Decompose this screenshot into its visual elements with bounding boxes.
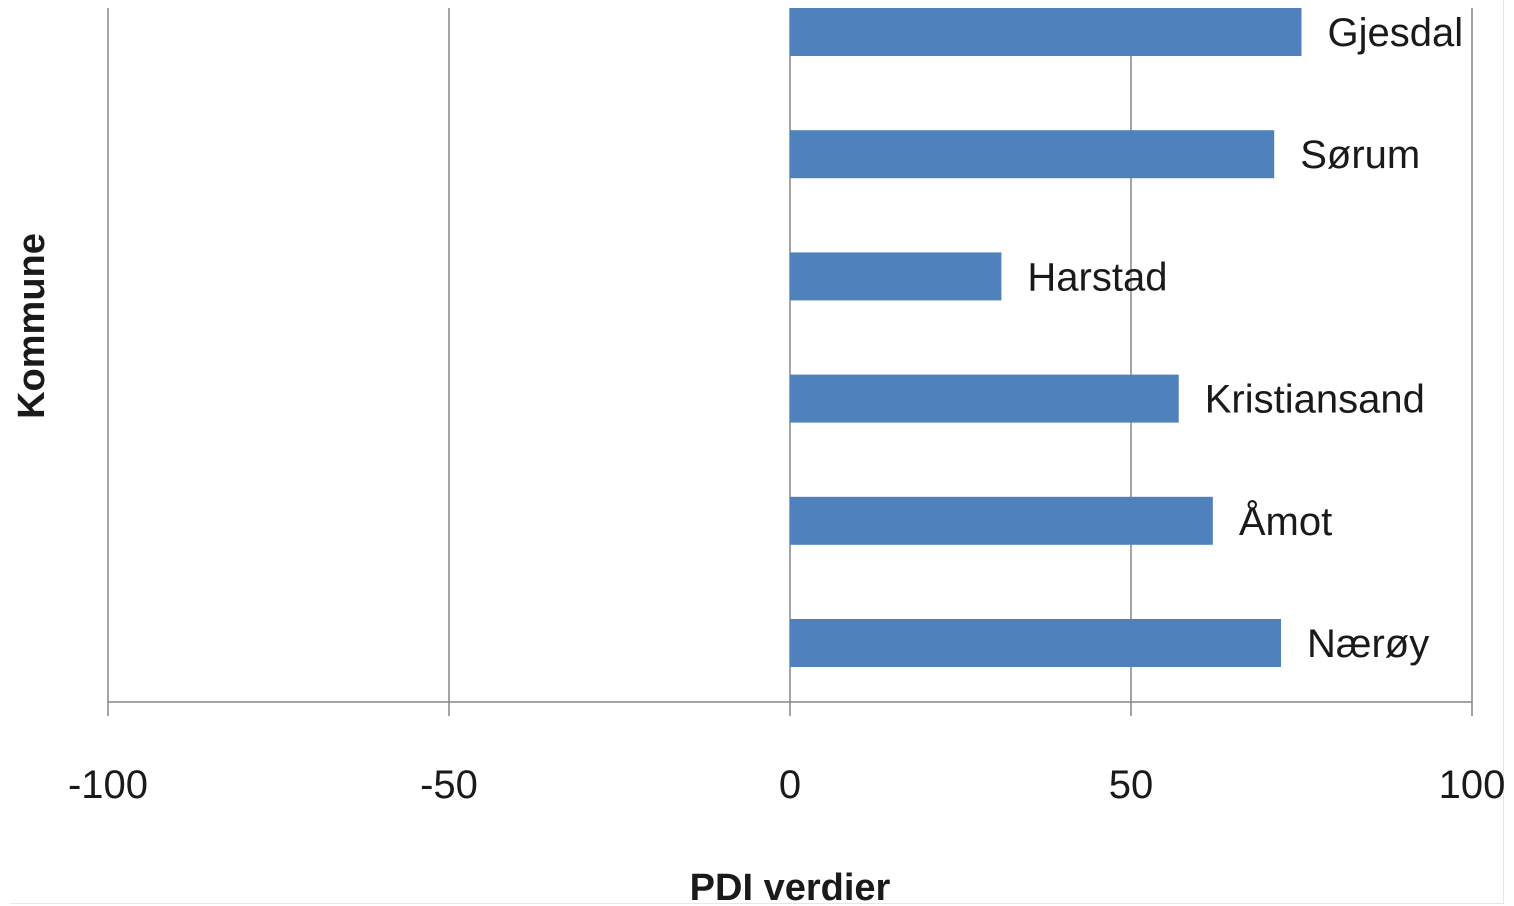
category-label-harstad: Harstad <box>1027 255 1167 299</box>
x-axis-title: PDI verdier <box>690 867 891 906</box>
x-tick-label: 50 <box>1109 763 1154 807</box>
bar-naeroy <box>790 619 1282 667</box>
category-label-amot: Åmot <box>1239 499 1332 544</box>
category-label-sorum: Sørum <box>1300 133 1420 177</box>
bar-kristiansand <box>790 374 1179 423</box>
x-ticks <box>107 702 1473 716</box>
category-label-gjesdal: Gjesdal <box>1328 11 1464 55</box>
y-axis-title: Kommune <box>11 233 53 419</box>
bar-sorum <box>790 130 1275 179</box>
bar-amot <box>790 496 1213 545</box>
gridlines <box>107 8 1473 702</box>
x-tick-labels: -100 -50 0 50 100 <box>68 763 1505 807</box>
bars <box>790 8 1302 667</box>
bar-gjesdal <box>790 8 1302 56</box>
category-label-kristiansand: Kristiansand <box>1205 378 1425 422</box>
category-labels: Gjesdal Sørum Harstad Kristiansand Åmot Nærøy <box>1027 11 1463 666</box>
category-label-naeroy: Nærøy <box>1307 622 1429 666</box>
x-tick-label: 100 <box>1439 763 1506 807</box>
x-tick-label: -50 <box>420 763 478 807</box>
chart-frame <box>10 0 1504 904</box>
x-tick-label: -100 <box>68 763 148 807</box>
x-tick-label: 0 <box>779 763 801 807</box>
bar-harstad <box>790 252 1002 301</box>
